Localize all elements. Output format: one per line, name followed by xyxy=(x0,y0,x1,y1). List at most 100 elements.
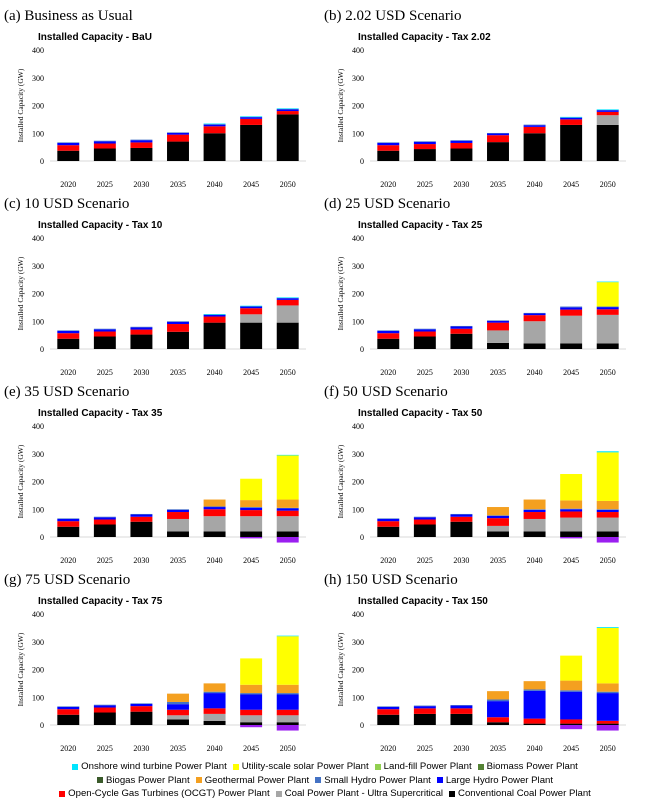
bar-segment-hydro_l xyxy=(560,117,583,120)
bar-segment-hydro_l xyxy=(560,691,583,720)
bar-segment-hydro_l xyxy=(240,306,263,309)
bar-segment-hydro_l xyxy=(93,329,116,332)
x-tick-label: 2030 xyxy=(453,556,469,565)
x-tick-label: 2025 xyxy=(417,744,433,753)
bar-segment-ocgt xyxy=(203,126,226,134)
bar-segment-hydro_l xyxy=(413,329,436,332)
bar-segment-hydro_l xyxy=(130,140,153,143)
bar-segment-hydro_s xyxy=(560,508,583,510)
bar-segment-usc xyxy=(596,115,619,125)
bar-segment-coal xyxy=(377,338,400,349)
bar-segment-hydro_l xyxy=(93,705,116,708)
bar-segment-coal xyxy=(413,524,436,537)
bar-segment-ocgt xyxy=(413,144,436,150)
bar-segment-ocgt xyxy=(413,331,436,337)
bar-segment-hydro_s xyxy=(596,306,619,308)
bar-segment-ocgt xyxy=(596,309,619,315)
bar-segment-hydro_s xyxy=(93,328,116,330)
bar-segment-usc xyxy=(240,516,263,532)
bar-segment-hydro_s xyxy=(130,513,153,515)
x-tick-label: 2045 xyxy=(563,744,579,753)
bar-segment-hydro_s xyxy=(560,306,583,308)
y-axis-label: Installed Capacity (GW) xyxy=(336,68,345,142)
bar-segment-hydro_l xyxy=(203,124,226,127)
x-tick-label: 2040 xyxy=(527,180,543,189)
y-tick-label: 200 xyxy=(352,290,364,299)
bar-segment-coal xyxy=(596,343,619,349)
x-tick-label: 2025 xyxy=(417,368,433,377)
bar-segment-coal xyxy=(523,531,546,537)
bar-segment-ocgt xyxy=(450,708,473,714)
y-tick-label: 400 xyxy=(32,46,44,55)
bar-segment-coal xyxy=(487,142,509,161)
bar-segment-ocgt xyxy=(560,719,583,724)
bar-segment-hydro_l xyxy=(523,690,546,719)
bar-segment-wind xyxy=(240,116,263,117)
bar-segment-hydro_l xyxy=(596,307,619,310)
y-tick-label: 100 xyxy=(352,129,364,138)
bar-segment-wind xyxy=(276,454,299,456)
bar-segment-wind xyxy=(276,635,299,637)
bar-segment-ocgt xyxy=(450,328,473,334)
bar-segment-coal xyxy=(130,521,153,537)
bar-segment-hydro_l xyxy=(560,509,583,512)
bar-segment-geo xyxy=(560,680,583,691)
chart-title: Installed Capacity - Tax 35 xyxy=(38,408,163,419)
bar-segment-usc xyxy=(523,518,546,532)
bar-segment-ocgt xyxy=(276,510,299,517)
legend-swatch xyxy=(436,777,443,784)
bar-segment-hydro_s xyxy=(57,706,80,708)
bar-segment-hydro_l xyxy=(57,706,80,710)
y-tick-label: 0 xyxy=(40,533,44,542)
x-tick-label: 2020 xyxy=(60,180,76,189)
bar-segment-ocgt xyxy=(276,709,299,716)
bar-segment-coal xyxy=(240,322,263,349)
bar-segment-ocgt xyxy=(130,516,153,522)
bar-segment-ocgt xyxy=(240,709,263,716)
bar-segment-ocgt xyxy=(450,142,473,149)
bar-segment-hydro_l xyxy=(560,307,583,310)
bar-segment-ocgt xyxy=(487,717,509,723)
bar-segment-coal xyxy=(240,722,263,725)
x-tick-label: 2020 xyxy=(380,744,396,753)
bar-segment-negative xyxy=(240,537,263,539)
y-tick-label: 200 xyxy=(32,290,44,299)
bar-segment-ocgt xyxy=(167,709,189,716)
chart-panel: (f) 50 USD Scenario Installed Capacity - … xyxy=(320,384,640,570)
panel-title: (h) 150 USD Scenario xyxy=(324,572,458,588)
bar-segment-solar xyxy=(596,452,619,501)
y-tick-label: 100 xyxy=(32,505,44,514)
bar-segment-usc xyxy=(487,525,509,532)
x-tick-label: 2045 xyxy=(563,368,579,377)
bar-segment-hydro_l xyxy=(130,327,153,330)
bar-segment-hydro_s xyxy=(57,518,80,520)
x-tick-label: 2020 xyxy=(60,556,76,565)
x-tick-label: 2030 xyxy=(453,744,469,753)
bar-segment-coal xyxy=(413,336,436,349)
bar-segment-hydro_s xyxy=(93,140,116,142)
bar-segment-coal xyxy=(450,713,473,725)
bar-segment-ocgt xyxy=(240,118,263,125)
legend-item: Coal Power Plant - Ultra Supercritical xyxy=(275,787,443,801)
bar-segment-hydro_l xyxy=(276,109,299,112)
bar-segment-coal xyxy=(377,526,400,537)
bar-segment-coal xyxy=(167,531,189,537)
x-tick-label: 2050 xyxy=(280,180,296,189)
y-tick-label: 300 xyxy=(32,262,44,271)
bar-segment-hydro_s xyxy=(596,509,619,510)
stacked-bar-chart: Installed Capacity (GW) 0 100 200 300 400 2020… xyxy=(336,610,626,753)
bar-segment-wind xyxy=(276,297,299,298)
chart-panel: (c) 10 USD Scenario Installed Capacity - … xyxy=(0,196,320,382)
bar-segment-ocgt xyxy=(413,708,436,714)
bar-segment-usc xyxy=(596,314,619,344)
y-axis-label: Installed Capacity (GW) xyxy=(336,256,345,330)
bar-segment-hydro_l xyxy=(93,517,116,520)
bar-segment-negative xyxy=(560,725,583,730)
bar-segment-coal xyxy=(130,147,153,161)
stacked-bar-chart: Installed Capacity (GW) 0 100 200 300 400 2020… xyxy=(16,610,306,753)
bar-segment-coal xyxy=(560,531,583,537)
y-tick-label: 100 xyxy=(352,317,364,326)
y-tick-label: 400 xyxy=(352,422,364,431)
bar-segment-ocgt xyxy=(596,512,619,518)
bar-segment-solar xyxy=(560,655,583,681)
